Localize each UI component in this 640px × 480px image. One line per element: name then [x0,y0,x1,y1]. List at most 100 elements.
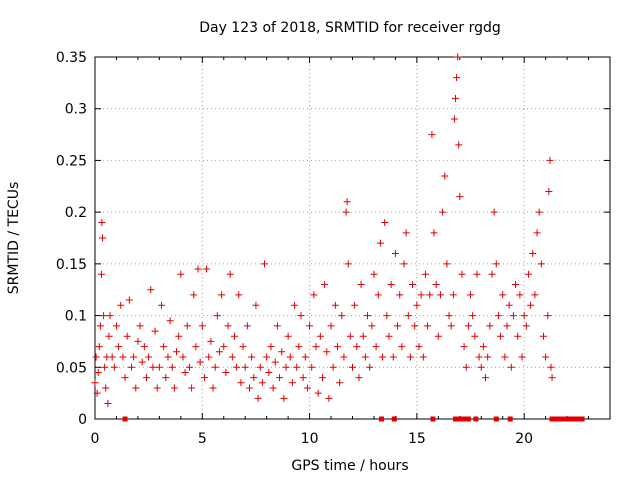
data-point [545,187,553,195]
data-point [271,358,279,366]
data-point [509,312,517,320]
y-tick-label: 0.35 [56,50,87,66]
data-point-zero [562,416,568,422]
data-point [284,332,292,340]
data-point [479,343,487,351]
data-point [192,343,200,351]
data-point [158,301,166,309]
data-point [501,353,509,361]
data-point [215,348,223,356]
data-point [250,374,258,382]
data-point [203,265,211,273]
data-point [383,312,391,320]
data-point [340,353,348,361]
data-point [115,343,123,351]
data-point [327,322,335,330]
data-point [276,374,284,382]
data-point [145,353,153,361]
data-point [449,291,457,299]
data-point [97,270,105,278]
x-tick-label: 20 [515,431,533,447]
data-point [256,363,264,371]
data-point [342,208,350,216]
data-point [130,353,138,361]
data-point [417,291,425,299]
data-point [505,301,513,309]
data-point [430,229,438,237]
data-point [494,312,502,320]
data-point [200,374,208,382]
y-tick-label: 0.1 [65,309,87,325]
data-point [473,270,481,278]
data-point [398,343,406,351]
data-point [282,363,290,371]
data-point [462,363,470,371]
data-point [512,281,520,289]
data-point [546,156,554,164]
data-point [331,301,339,309]
data-point [233,363,241,371]
data-point [406,353,414,361]
data-point [291,301,299,309]
data-point [488,270,496,278]
data-point [100,312,108,320]
data-point [160,343,168,351]
data-point [455,141,463,149]
data-point [125,296,133,304]
data-point [136,322,144,330]
data-point [166,317,174,325]
x-tick-label: 15 [408,431,426,447]
data-point [376,239,384,247]
data-point [353,343,361,351]
data-point-zero [391,416,397,422]
data-point-zero [507,416,513,422]
data-point [190,291,198,299]
data-point-zero [122,416,128,422]
data-point [164,353,172,361]
data-point [198,322,206,330]
data-point [370,270,378,278]
data-point [96,322,104,330]
data-point [547,363,555,371]
data-point [460,343,468,351]
data-point [181,368,189,376]
data-point [413,301,421,309]
data-point [421,270,429,278]
y-tick-label: 0.3 [65,102,87,118]
data-point [436,291,444,299]
data-point-zero [553,416,559,422]
data-point [263,353,271,361]
data-point-zero [465,416,471,422]
data-point [261,260,269,268]
data-point [278,348,286,356]
data-point-zero [461,416,467,422]
data-point [527,301,535,309]
data-point [387,281,395,289]
data-point [132,384,140,392]
data-point [248,353,256,361]
x-tick-label: 5 [198,431,207,447]
data-point [151,327,159,335]
data-point [499,291,507,299]
data-point [183,322,191,330]
data-point [400,260,408,268]
y-tick-label: 0.25 [56,153,87,169]
data-point [524,270,532,278]
data-point [450,115,458,123]
data-point [539,332,547,340]
data-point [254,394,262,402]
data-point [237,379,245,387]
data-point [168,363,176,371]
data-points [91,53,585,422]
data-point [93,389,101,397]
data-point [306,322,314,330]
data-point [175,332,183,340]
data-point [475,353,483,361]
data-point [544,312,552,320]
data-point [447,322,455,330]
data-point [179,353,187,361]
data-point [265,368,273,376]
data-point [441,172,449,180]
data-point [312,343,320,351]
